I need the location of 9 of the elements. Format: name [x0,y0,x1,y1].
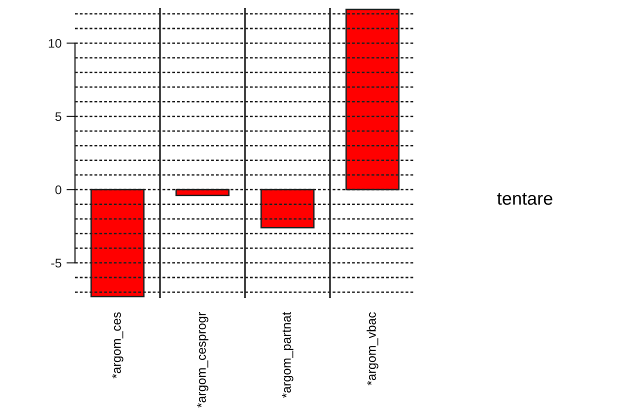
y-tick-label: 5 [55,112,62,122]
y-tick-label: -5 [51,258,62,268]
text: tentare [497,192,552,205]
x-tick-label: *argom_vbac [366,312,378,386]
y-tick-label: 10 [48,38,62,48]
x-tick-label: *argom_partnat [282,312,294,398]
x-tick-label: *argom_ces [112,312,124,378]
x-tick-label: *argom_cesprogr [197,312,208,408]
y-tick-label: 0 [55,185,62,194]
